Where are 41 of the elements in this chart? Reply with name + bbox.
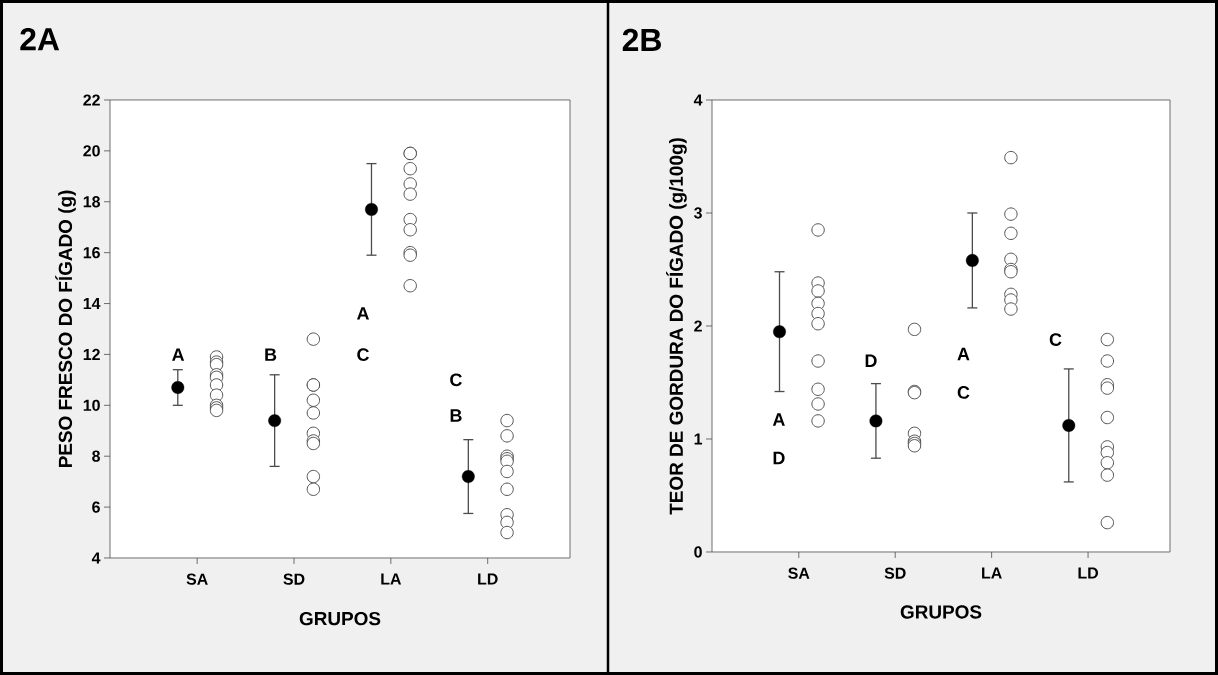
x-axis-title: GRUPOS [299, 611, 381, 626]
annotation: C [357, 348, 369, 361]
x-tick-label: SA [186, 573, 208, 585]
annotation: D [773, 451, 785, 465]
annotation: B [265, 348, 277, 361]
y-tick-label: 2 [694, 320, 702, 332]
y-tick-label: 10 [83, 399, 100, 411]
annotation: C [1049, 333, 1062, 346]
y-tick-label: 22 [83, 94, 100, 106]
y-tick-label: 1 [694, 433, 703, 445]
y-tick-label: 6 [92, 501, 100, 513]
x-tick-label: LA [381, 573, 402, 585]
y-tick-label: 18 [83, 196, 100, 208]
x-tick-label: LD [478, 573, 498, 585]
y-tick-label: 4 [91, 552, 101, 564]
y-tick-label: 8 [92, 450, 100, 462]
y-tick-label: 0 [694, 546, 702, 558]
chart-title: 2A [20, 27, 60, 51]
x-tick-label: SA [788, 567, 810, 579]
annotation: C [957, 386, 970, 399]
y-tick-label: 14 [83, 298, 101, 310]
y-tick-label: 16 [83, 247, 100, 259]
x-tick-label: LA [982, 567, 1002, 579]
annotation: C [450, 373, 462, 387]
y-axis-title: PESO FRESCO DO FÍGADO (g) [55, 190, 76, 468]
annotation: B [450, 409, 462, 422]
annotation: D [865, 354, 877, 367]
annotation: A [957, 347, 970, 361]
x-tick-label: SD [884, 567, 906, 579]
annotation: A [172, 348, 185, 361]
y-tick-label: 12 [83, 348, 100, 360]
y-tick-label: 4 [693, 94, 703, 106]
annotation: A [356, 307, 370, 320]
y-tick-label: 3 [693, 207, 702, 219]
x-tick-label: SD [283, 573, 305, 585]
x-tick-label: LD [1078, 567, 1099, 579]
chart-title: 2B [622, 28, 661, 51]
x-axis-title: GRUPOS [900, 605, 982, 619]
y-tick-label: 20 [83, 145, 100, 157]
y-axis-title: TEOR DE GORDURA DO FÍGADO (g/100g) [666, 138, 687, 515]
annotation: A [772, 413, 785, 426]
